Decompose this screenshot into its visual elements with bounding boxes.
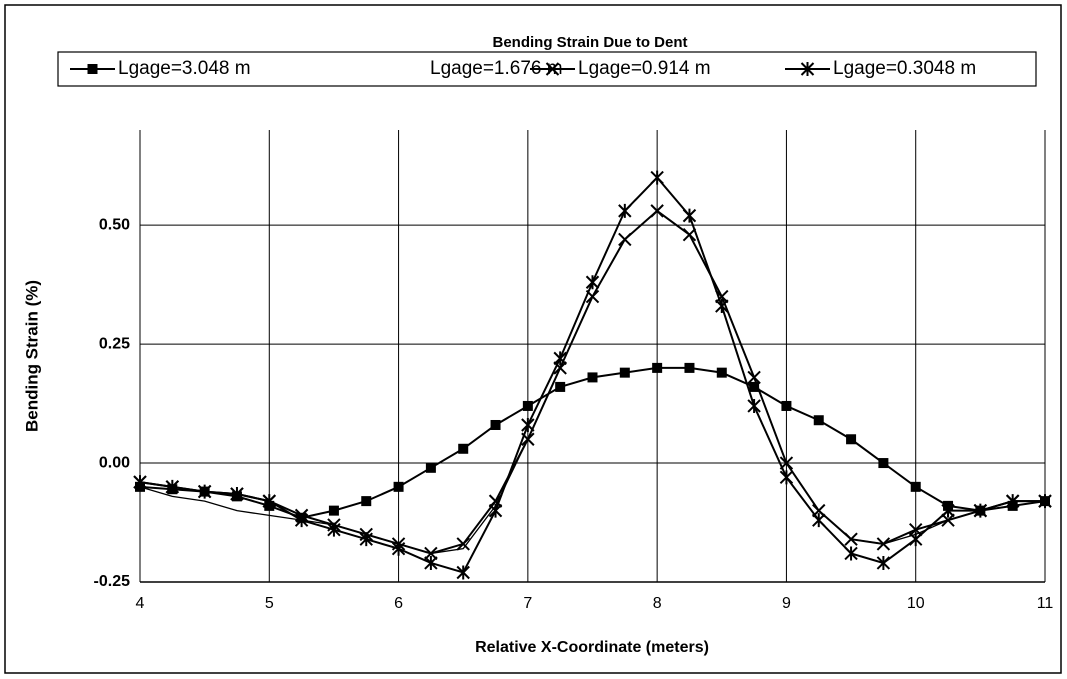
data-point bbox=[715, 299, 729, 314]
y-tick-label: -0.25 bbox=[94, 573, 131, 590]
data-point bbox=[844, 546, 858, 561]
data-point bbox=[812, 513, 826, 528]
data-point bbox=[359, 532, 373, 547]
y-tick-label: 0.00 bbox=[99, 454, 130, 471]
data-point bbox=[684, 362, 695, 373]
data-point bbox=[456, 537, 470, 551]
y-axis-label: Bending Strain (%) bbox=[22, 280, 41, 432]
data-point bbox=[294, 513, 309, 528]
data-point bbox=[1005, 494, 1020, 509]
chart-frame bbox=[4, 4, 1062, 674]
data-point bbox=[262, 494, 276, 509]
data-point bbox=[553, 361, 567, 375]
data-point bbox=[878, 458, 889, 469]
data-point bbox=[521, 417, 535, 432]
data-point bbox=[973, 503, 988, 518]
legend-marker bbox=[87, 64, 98, 74]
data-point bbox=[781, 400, 792, 411]
data-point bbox=[716, 367, 727, 378]
data-point bbox=[682, 227, 697, 242]
x-tick-label: 10 bbox=[907, 595, 925, 612]
data-point bbox=[553, 351, 567, 366]
x-axis-label: Relative X-Coordinate (meters) bbox=[475, 639, 709, 656]
data-point bbox=[779, 470, 794, 485]
data-point bbox=[813, 415, 824, 426]
chart-title: Bending Strain Due to Dent bbox=[493, 34, 688, 51]
data-point bbox=[424, 555, 438, 570]
data-point bbox=[846, 434, 857, 445]
legend-label: Lgage=3.048 m bbox=[118, 58, 251, 79]
legend-marker bbox=[545, 62, 560, 76]
x-tick-label: 4 bbox=[136, 595, 145, 612]
data-point bbox=[650, 170, 664, 185]
legend-label: Lgage=0.3048 m bbox=[833, 58, 976, 79]
data-point bbox=[876, 555, 891, 570]
data-point bbox=[328, 505, 339, 516]
data-point bbox=[555, 381, 566, 392]
data-point bbox=[747, 398, 761, 413]
data-point bbox=[522, 400, 533, 411]
data-point bbox=[488, 494, 503, 508]
x-tick-label: 8 bbox=[653, 595, 662, 612]
data-point bbox=[424, 546, 438, 561]
data-point bbox=[230, 486, 244, 501]
data-point bbox=[941, 513, 955, 527]
y-tick-label: 0.50 bbox=[99, 216, 130, 233]
data-point bbox=[749, 381, 760, 392]
data-point bbox=[458, 443, 469, 454]
data-point bbox=[488, 503, 503, 518]
data-point bbox=[490, 419, 501, 430]
legend-label: Lgage=1.676 m bbox=[430, 58, 563, 79]
data-point bbox=[682, 208, 697, 223]
data-point bbox=[197, 484, 212, 499]
data-point bbox=[425, 462, 436, 473]
x-tick-label: 6 bbox=[394, 595, 403, 612]
legend-marker bbox=[800, 62, 815, 76]
data-point bbox=[941, 503, 955, 518]
x-tick-label: 7 bbox=[523, 595, 532, 612]
data-point bbox=[650, 204, 664, 218]
data-point bbox=[393, 481, 404, 492]
data-point bbox=[618, 203, 632, 218]
data-point bbox=[391, 541, 406, 556]
data-point bbox=[619, 367, 630, 378]
x-tick-label: 5 bbox=[265, 595, 274, 612]
data-point bbox=[910, 481, 921, 492]
data-point bbox=[587, 372, 598, 383]
data-point bbox=[327, 522, 341, 537]
legend-label: Lgage=0.914 m bbox=[578, 58, 711, 79]
data-point bbox=[1038, 494, 1052, 509]
data-point bbox=[909, 532, 923, 547]
data-point bbox=[456, 565, 470, 580]
data-point bbox=[652, 362, 663, 373]
y-tick-label: 0.25 bbox=[99, 335, 130, 352]
x-tick-label: 9 bbox=[782, 595, 791, 612]
data-point bbox=[844, 532, 858, 546]
data-point bbox=[876, 537, 891, 551]
data-point bbox=[165, 479, 180, 494]
data-point bbox=[361, 496, 372, 507]
data-point bbox=[909, 522, 923, 537]
data-point bbox=[133, 475, 147, 490]
data-point bbox=[585, 275, 600, 290]
x-tick-label: 11 bbox=[1037, 595, 1054, 612]
data-point bbox=[747, 370, 761, 385]
data-point bbox=[618, 232, 632, 247]
